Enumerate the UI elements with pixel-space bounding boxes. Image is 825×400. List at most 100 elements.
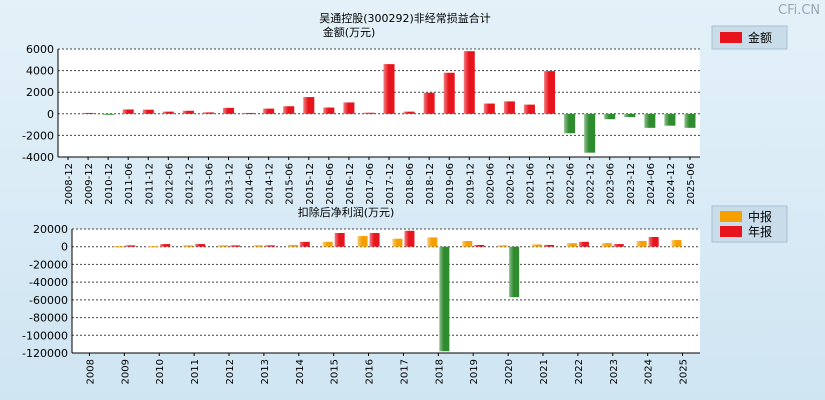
- bar: [183, 245, 194, 247]
- x-tick-label: 2015-06: [285, 163, 296, 205]
- bar: [636, 240, 647, 247]
- x-tick-label: 2025-06: [686, 163, 697, 205]
- bar: [264, 245, 275, 247]
- bar: [503, 101, 515, 114]
- x-tick-label: 2022-12: [586, 163, 597, 205]
- bar: [404, 230, 415, 247]
- bar: [323, 107, 335, 114]
- x-tick-label: 2016-06: [325, 163, 336, 205]
- x-tick-label: 2020-06: [485, 163, 496, 205]
- x-tick-label: 2011-12: [144, 163, 155, 205]
- chart1-legend-label: 金额: [748, 30, 772, 45]
- x-tick-label: 2013-06: [204, 163, 215, 205]
- bar: [648, 236, 659, 247]
- x-tick-label: 2014: [295, 359, 306, 384]
- x-tick-label: 2022: [574, 359, 585, 384]
- bar: [322, 241, 333, 247]
- x-tick-label: 2012: [225, 359, 236, 384]
- x-tick-label: 2019-06: [445, 163, 456, 205]
- y-tick-label: 20000: [33, 223, 68, 236]
- bar: [287, 244, 298, 247]
- bar: [218, 245, 228, 247]
- y-tick-label: 0: [61, 241, 68, 254]
- bar: [443, 72, 455, 114]
- y-tick-label: -60000: [29, 294, 68, 307]
- x-tick-label: 2013: [260, 359, 271, 384]
- x-tick-label: 2011-06: [124, 163, 135, 205]
- bar: [463, 51, 475, 114]
- bar: [303, 97, 315, 114]
- x-tick-label: 2014-12: [265, 163, 276, 205]
- chart1-legend: [711, 25, 788, 50]
- bar: [363, 112, 375, 114]
- bar: [664, 113, 676, 126]
- x-tick-label: 2017-06: [365, 163, 376, 205]
- bar: [403, 111, 415, 114]
- x-tick-label: 2020-12: [505, 163, 516, 205]
- y-tick-label: -40000: [29, 276, 68, 289]
- bar: [357, 236, 368, 247]
- chart2-plot: 20000 0 -20000 -40000 -60000 -80000 -100000 -12…: [22, 223, 700, 384]
- bar: [584, 113, 596, 153]
- bar: [182, 110, 194, 114]
- x-tick-label: 2024: [644, 359, 655, 384]
- x-tick-label: 2012-12: [184, 163, 195, 205]
- bar: [439, 246, 450, 352]
- x-tick-label: 2015: [330, 359, 341, 384]
- bar: [423, 92, 435, 114]
- chart1-subtitle: 金额(万元): [323, 25, 376, 39]
- y-tick-label: -2000: [22, 129, 54, 142]
- bar: [474, 244, 485, 247]
- bar: [263, 108, 275, 114]
- bar: [82, 112, 94, 114]
- x-tick-label: 2021-12: [546, 163, 557, 205]
- x-tick-label: 2011: [190, 359, 201, 384]
- y-tick-label: 2000: [26, 86, 54, 99]
- bar: [160, 244, 171, 247]
- x-tick-label: 2018: [434, 359, 445, 384]
- x-tick-label: 2017: [399, 359, 410, 384]
- y-tick-label: -20000: [29, 258, 68, 271]
- bar: [125, 245, 136, 247]
- x-tick-label: 2019-12: [465, 163, 476, 205]
- bar: [578, 241, 589, 247]
- bar: [122, 109, 134, 114]
- bar: [383, 64, 395, 114]
- bar: [532, 244, 542, 247]
- bar: [195, 244, 206, 247]
- x-tick-label: 2021-06: [525, 163, 536, 205]
- bar: [142, 109, 154, 114]
- x-tick-label: 2022-06: [566, 163, 577, 205]
- plot-area: [58, 49, 700, 157]
- chart2-legend-swatch-nianbao: [720, 226, 742, 237]
- x-tick-label: 2017-12: [385, 163, 396, 205]
- x-tick-label: 2010: [155, 359, 166, 384]
- chart1-legend-swatch: [720, 32, 742, 43]
- bar: [299, 241, 310, 247]
- y-tick-label: 4000: [26, 65, 54, 78]
- x-tick-label: 2023-06: [606, 163, 617, 205]
- x-tick-label: 2009-12: [84, 163, 95, 205]
- bar: [644, 113, 656, 128]
- plot-area: [72, 229, 700, 353]
- x-tick-label: 2015-12: [305, 163, 316, 205]
- chart2-legend-label-nianbao: 年报: [748, 224, 772, 239]
- x-tick-label: 2024-06: [646, 163, 657, 205]
- chart2-legend-swatch-zhongbao: [720, 211, 742, 222]
- x-tick-label: 2013-12: [225, 163, 236, 205]
- bar: [671, 240, 682, 247]
- bar: [497, 245, 508, 247]
- bar: [223, 107, 235, 114]
- x-tick-label: 2018-06: [405, 163, 416, 205]
- chart1-plot: 6000 4000 2000 0 -2000 -4000 2008-12 2009-12 201…: [22, 43, 700, 205]
- y-tick-label: -100000: [22, 329, 68, 342]
- bar: [624, 113, 636, 118]
- bar: [462, 240, 473, 247]
- bar: [601, 243, 612, 247]
- bar: [544, 71, 556, 114]
- x-tick-label: 2016-12: [345, 163, 356, 205]
- x-tick-label: 2014-06: [245, 163, 256, 205]
- bar: [684, 113, 696, 128]
- bar: [427, 237, 438, 247]
